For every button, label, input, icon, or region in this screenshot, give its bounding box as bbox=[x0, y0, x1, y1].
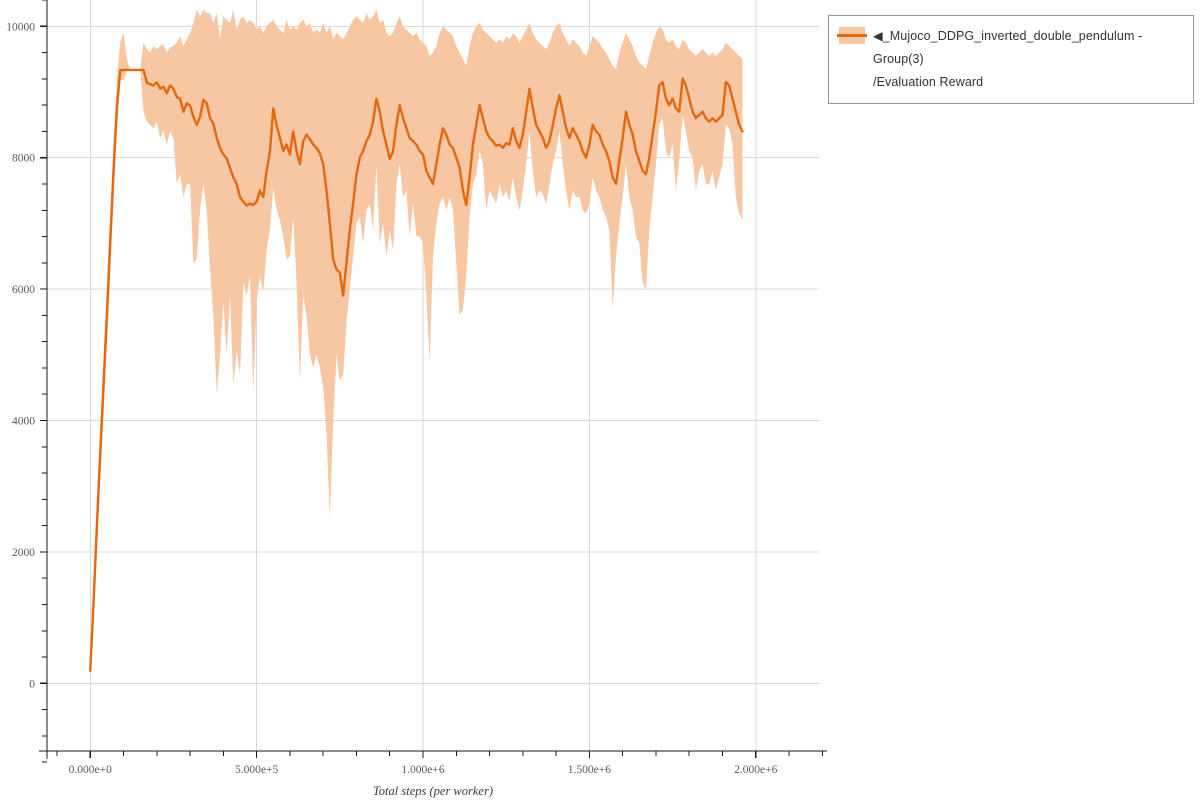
x-axis-title: Total steps (per worker) bbox=[373, 784, 493, 798]
band-area bbox=[90, 9, 743, 683]
y-tick-label: 2000 bbox=[12, 547, 35, 559]
x-tick-label: 1.000e+6 bbox=[401, 764, 444, 776]
mean-line bbox=[89, 68, 744, 673]
y-tick-label: 0 bbox=[29, 678, 35, 690]
legend-line-swatch bbox=[837, 34, 867, 37]
legend-entry-label: ◀_Mujoco_DDPG_inverted_double_pendulum -… bbox=[873, 29, 1143, 90]
x-tick-label: 0.000e+0 bbox=[69, 764, 112, 776]
y-tick-label: 8000 bbox=[12, 153, 35, 165]
x-tick-label: 1.500e+6 bbox=[568, 764, 611, 776]
x-axis-tick-labels: 0.000e+0 5.000e+5 1.000e+6 1.500e+6 2.000e+6 bbox=[69, 764, 778, 776]
y-axis-tick-labels: 0 2000 4000 6000 8000 10000 bbox=[6, 21, 35, 690]
mean-line-path bbox=[89, 68, 744, 673]
legend-swatch bbox=[837, 27, 867, 44]
chart-legend[interactable]: ◀_Mujoco_DDPG_inverted_double_pendulum -… bbox=[828, 15, 1194, 105]
axes bbox=[39, 0, 827, 763]
x-tick-label: 2.000e+6 bbox=[734, 764, 777, 776]
x-tick-label: 5.000e+5 bbox=[235, 764, 278, 776]
y-tick-label: 6000 bbox=[12, 284, 35, 296]
confidence-band bbox=[90, 9, 743, 683]
y-tick-label: 4000 bbox=[12, 416, 35, 428]
y-tick-label: 10000 bbox=[6, 21, 35, 33]
